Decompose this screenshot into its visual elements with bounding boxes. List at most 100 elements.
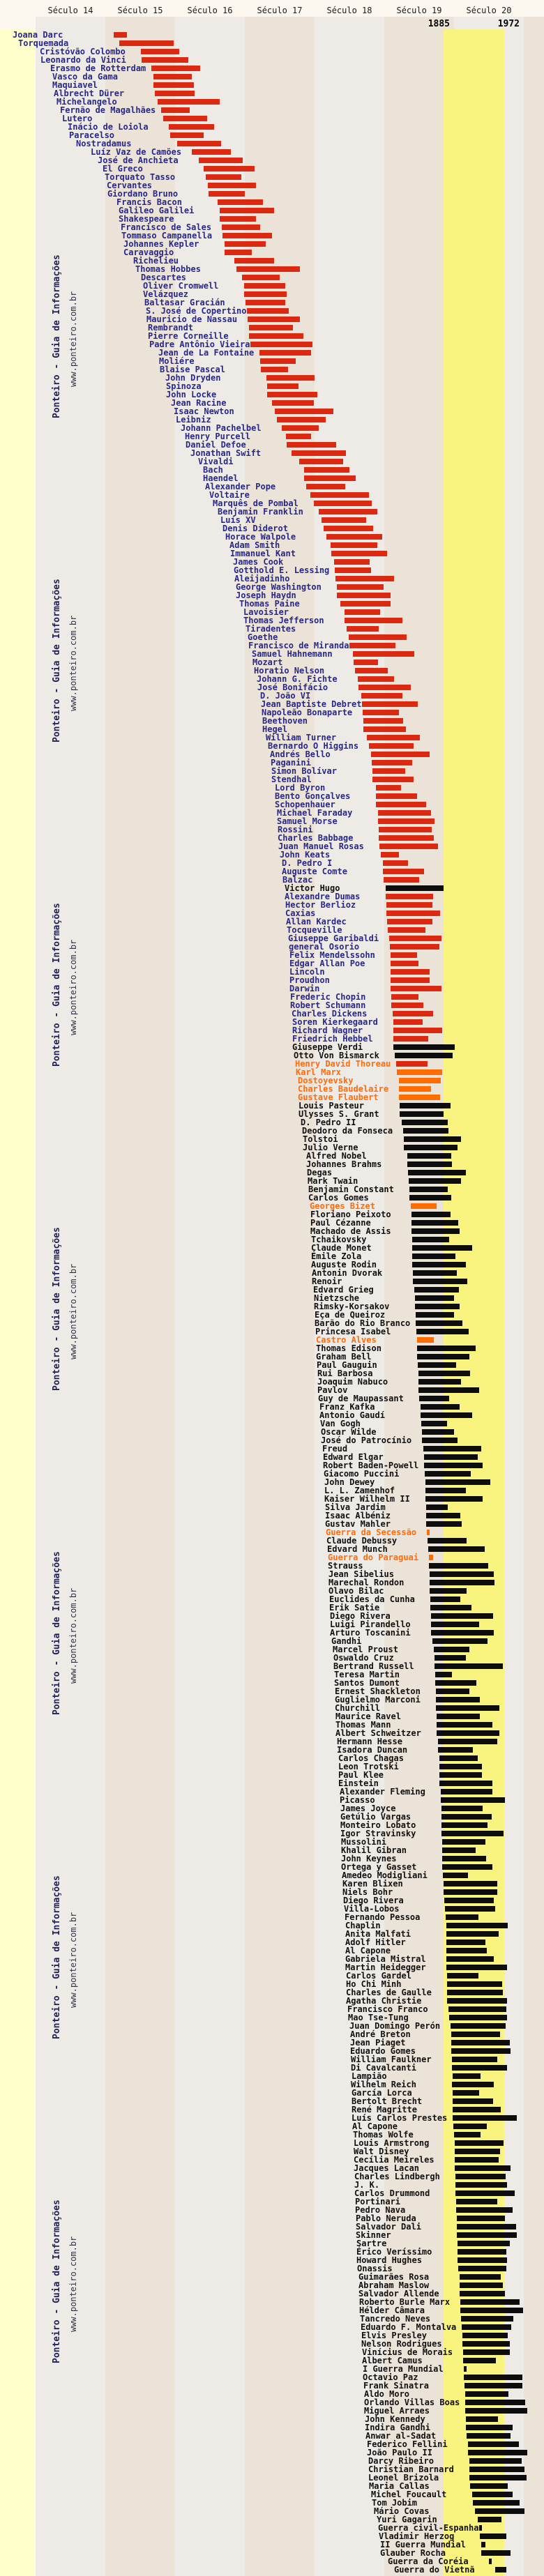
person-name[interactable]: Felix Mendelssohn bbox=[289, 950, 375, 960]
person-name[interactable]: Napoleão Bonaparte bbox=[262, 708, 353, 717]
person-name[interactable]: Graham Bell bbox=[316, 1352, 372, 1362]
person-name[interactable]: Alexandre Dumas bbox=[285, 892, 361, 901]
person-name[interactable]: Barão do Rio Branco bbox=[315, 1318, 411, 1328]
person-name[interactable]: Thomas Edison bbox=[316, 1343, 381, 1353]
person-name[interactable]: Voltaire bbox=[209, 490, 250, 500]
person-name[interactable]: Blaise Pascal bbox=[160, 365, 225, 374]
person-name[interactable]: Leon Trotski bbox=[338, 1762, 399, 1771]
event-name[interactable]: Guerra da Secessão bbox=[326, 1527, 417, 1537]
event-name[interactable]: Guerra do Paraguai bbox=[328, 1553, 419, 1562]
person-name[interactable]: D. Pedro I bbox=[282, 858, 333, 868]
person-name[interactable]: Strauss bbox=[328, 1561, 363, 1571]
person-name[interactable]: Rui Barbosa bbox=[317, 1369, 373, 1378]
person-name[interactable]: René Magritte bbox=[352, 2105, 417, 2114]
person-name[interactable]: Isaac Newton bbox=[174, 406, 234, 416]
person-name[interactable]: Santos Dumont bbox=[334, 1678, 400, 1688]
person-name[interactable]: Maquiavel bbox=[52, 80, 98, 90]
person-name[interactable]: Claude Debussy bbox=[326, 1536, 398, 1546]
person-name[interactable]: Auguste Rodin bbox=[311, 1260, 377, 1270]
person-name[interactable]: Lincoln bbox=[289, 967, 325, 977]
person-name[interactable]: Benjamin Franklin bbox=[218, 507, 303, 517]
person-name[interactable]: Floriano Peixoto bbox=[310, 1210, 391, 1219]
person-name[interactable]: Oswaldo Cruz bbox=[333, 1653, 394, 1663]
person-name[interactable]: Kaiser Wilhelm II bbox=[324, 1494, 410, 1504]
person-name[interactable]: Lutero bbox=[62, 114, 93, 123]
person-name[interactable]: Michelangelo bbox=[56, 97, 117, 107]
person-name[interactable]: Monteiro Lobato bbox=[340, 1820, 416, 1830]
person-name[interactable]: Van Gogh bbox=[320, 1419, 361, 1428]
person-name[interactable]: Beethoven bbox=[262, 716, 308, 726]
person-name[interactable]: general Osorio bbox=[289, 942, 360, 952]
person-name[interactable]: Lavoisier bbox=[243, 607, 289, 617]
person-name[interactable]: Aleijadinho bbox=[234, 574, 290, 584]
person-name[interactable]: Salvador Allende bbox=[358, 2289, 439, 2299]
person-name[interactable]: Tchaikovsky bbox=[311, 1235, 367, 1244]
person-name[interactable]: Carlos Gomes bbox=[308, 1193, 369, 1203]
person-name[interactable]: Joseph Haydn bbox=[236, 590, 296, 600]
person-name[interactable]: Gandhi bbox=[331, 1636, 362, 1646]
person-name[interactable]: Edvard Grieg bbox=[313, 1285, 374, 1295]
person-name[interactable]: Georges Bizet bbox=[310, 1201, 375, 1211]
person-name[interactable]: Henry David Thoreau bbox=[295, 1059, 391, 1069]
person-name[interactable]: Mark Twain bbox=[308, 1176, 358, 1186]
person-name[interactable]: Edvard Munch bbox=[327, 1544, 388, 1554]
person-name[interactable]: Samuel Hahnemann bbox=[252, 649, 333, 659]
person-name[interactable]: Tocqueville bbox=[287, 925, 342, 935]
person-name[interactable]: Daniel Defoe bbox=[186, 440, 246, 450]
person-name[interactable]: Marquês de Pombal bbox=[213, 498, 299, 508]
person-name[interactable]: Degas bbox=[307, 1168, 333, 1178]
person-name[interactable]: Leonel Brizola bbox=[368, 2473, 439, 2483]
person-name[interactable]: José de Anchieta bbox=[98, 155, 179, 165]
person-name[interactable]: Erik Satie bbox=[329, 1603, 380, 1613]
person-name[interactable]: Giuseppe Garibaldi bbox=[288, 933, 379, 943]
person-name[interactable]: William Faulkner bbox=[351, 2055, 432, 2064]
person-name[interactable]: Schopenhauer bbox=[275, 800, 335, 809]
person-name[interactable]: Oscar Wilde bbox=[321, 1427, 377, 1437]
person-name[interactable]: Machado de Assis bbox=[310, 1226, 391, 1236]
person-name[interactable]: Renoir bbox=[312, 1276, 342, 1286]
person-name[interactable]: John Dryden bbox=[165, 373, 221, 383]
person-name[interactable]: Moliére bbox=[159, 356, 195, 366]
person-name[interactable]: Johann G. Fichte bbox=[257, 674, 338, 684]
person-name[interactable]: Gabriela Mistral bbox=[345, 1954, 426, 1964]
person-name[interactable]: Bertolt Brecht bbox=[352, 2096, 423, 2106]
person-name[interactable]: Anita Malfati bbox=[345, 1929, 411, 1939]
event-name[interactable]: Guerra da Coréia bbox=[388, 2556, 469, 2566]
person-name[interactable]: Velázquez bbox=[143, 289, 189, 299]
person-name[interactable]: Jean Racine bbox=[171, 398, 227, 408]
person-name[interactable]: Johannes Kepler bbox=[123, 239, 199, 249]
person-name[interactable]: Churchill bbox=[335, 1703, 381, 1713]
person-name[interactable]: Roberto Burle Marx bbox=[359, 2297, 451, 2307]
person-name[interactable]: Lampião bbox=[352, 2071, 387, 2081]
person-name[interactable]: Maurice Ravel bbox=[335, 1712, 401, 1721]
person-name[interactable]: Paganini bbox=[271, 758, 311, 768]
person-name[interactable]: Cervantes bbox=[107, 181, 153, 190]
person-name[interactable]: Arturo Toscanini bbox=[330, 1628, 411, 1638]
person-name[interactable]: Yuri Gagarin bbox=[377, 2515, 437, 2524]
person-name[interactable]: Louis Pasteur bbox=[299, 1101, 364, 1111]
person-name[interactable]: Horace Walpole bbox=[225, 532, 296, 542]
person-name[interactable]: Euclides da Cunha bbox=[329, 1594, 415, 1604]
person-name[interactable]: Paul Klee bbox=[338, 1770, 384, 1780]
person-name[interactable]: Cristóvão Colombo bbox=[40, 47, 126, 56]
person-name[interactable]: Portinari bbox=[355, 2197, 401, 2207]
person-name[interactable]: Torquato Tasso bbox=[105, 172, 176, 182]
person-name[interactable]: Balzac bbox=[282, 875, 313, 885]
person-name[interactable]: L. L. Zamenhof bbox=[324, 1486, 395, 1495]
person-name[interactable]: Torquemada bbox=[18, 38, 69, 48]
person-name[interactable]: Ulysses S. Grant bbox=[299, 1109, 379, 1119]
person-name[interactable]: Carlos Drummond bbox=[354, 2188, 430, 2198]
person-name[interactable]: José Bonifácio bbox=[257, 683, 328, 692]
person-name[interactable]: Robert Schumann bbox=[290, 1000, 366, 1010]
person-name[interactable]: Ho Chi Minh bbox=[346, 1979, 402, 1989]
person-name[interactable]: Leibniz bbox=[176, 415, 211, 425]
person-name[interactable]: Inácio de Loiola bbox=[68, 122, 149, 132]
person-name[interactable]: Frederic Chopin bbox=[290, 992, 366, 1002]
person-name[interactable]: John Keats bbox=[280, 850, 331, 860]
person-name[interactable]: Niels Bohr bbox=[342, 1887, 393, 1897]
person-name[interactable]: Fernando Pessoa bbox=[345, 1912, 421, 1922]
person-name[interactable]: Henry Purcell bbox=[185, 432, 250, 441]
person-name[interactable]: Paul Cézanne bbox=[310, 1218, 371, 1228]
person-name[interactable]: Charles Baudelaire bbox=[298, 1084, 389, 1094]
person-name[interactable]: Franz Kafka bbox=[319, 1402, 375, 1412]
